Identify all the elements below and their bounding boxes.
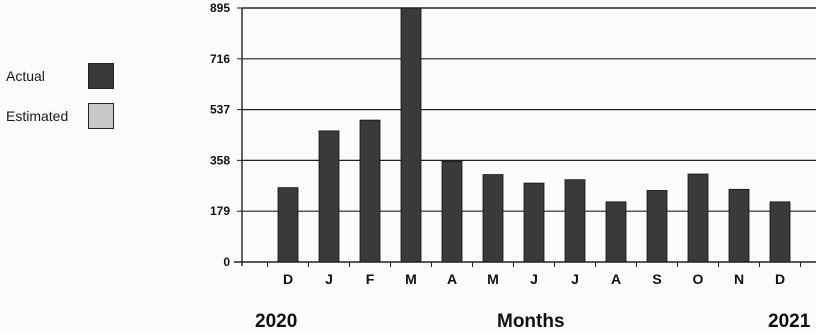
x-tick-label: D <box>775 271 785 287</box>
x-tick-label: F <box>366 271 375 287</box>
bar-actual-6 <box>523 182 545 263</box>
start-year-label: 2020 <box>255 311 298 332</box>
x-tick-label: D <box>283 271 293 287</box>
bar-actual-0 <box>277 187 299 263</box>
y-tick-label: 179 <box>210 204 230 218</box>
end-year-label: 2021 <box>768 311 811 332</box>
bar-actual-10 <box>687 173 709 263</box>
x-tick-label: J <box>571 271 579 287</box>
x-tick-label: N <box>734 271 744 287</box>
y-tick-label: 537 <box>210 103 230 117</box>
legend-swatch-estimated <box>88 103 114 129</box>
y-tick-label: 358 <box>210 153 230 167</box>
bar-actual-11 <box>728 188 750 263</box>
legend-label-actual: Actual <box>6 68 45 84</box>
y-tick-label: 0 <box>223 255 230 269</box>
bar-actual-5 <box>482 174 504 263</box>
bar-actual-4 <box>441 160 463 263</box>
legend-label-estimated: Estimated <box>6 108 69 124</box>
x-tick-label: A <box>447 271 457 287</box>
y-tick-label: 895 <box>210 1 230 15</box>
bar-actual-9 <box>646 190 668 263</box>
x-tick-label: J <box>530 271 538 287</box>
x-tick-label: S <box>652 271 661 287</box>
bar-actual-12 <box>769 201 791 263</box>
bar-actual-8 <box>605 201 627 263</box>
legend-swatch-actual <box>88 63 114 89</box>
x-tick-label: M <box>405 271 417 287</box>
x-tick-label: A <box>611 271 621 287</box>
x-axis-title: Months <box>497 311 565 332</box>
x-tick-label: M <box>487 271 499 287</box>
y-tick-label: 716 <box>210 52 230 66</box>
x-tick-label: J <box>325 271 333 287</box>
bar-actual-7 <box>564 179 586 263</box>
bar-actual-2 <box>359 119 381 263</box>
x-tick-label: O <box>693 271 704 287</box>
bar-actual-1 <box>318 130 340 263</box>
bar-actual-3 <box>400 7 422 263</box>
